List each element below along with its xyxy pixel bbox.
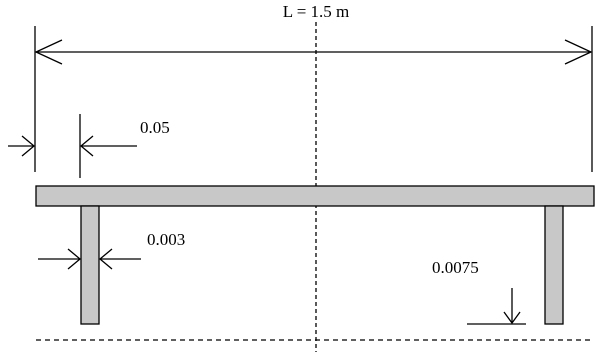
thickness-arrowhead-left (67, 248, 82, 270)
top-plate (35, 185, 595, 207)
span-arrowhead-right (564, 39, 593, 65)
thickness-arrowhead-right (98, 248, 113, 270)
span-label: L = 1.5 m (283, 2, 350, 21)
span-arrowhead-left (34, 39, 63, 65)
offset-arrowhead-left (21, 135, 36, 157)
right-leg (544, 205, 564, 325)
clearance-arrowhead (503, 311, 521, 325)
thickness-label: 0.003 (147, 230, 185, 249)
offset-label: 0.05 (140, 118, 170, 137)
clearance-label: 0.0075 (432, 258, 479, 277)
offset-arrowhead-right (79, 135, 94, 157)
left-leg (80, 205, 100, 325)
